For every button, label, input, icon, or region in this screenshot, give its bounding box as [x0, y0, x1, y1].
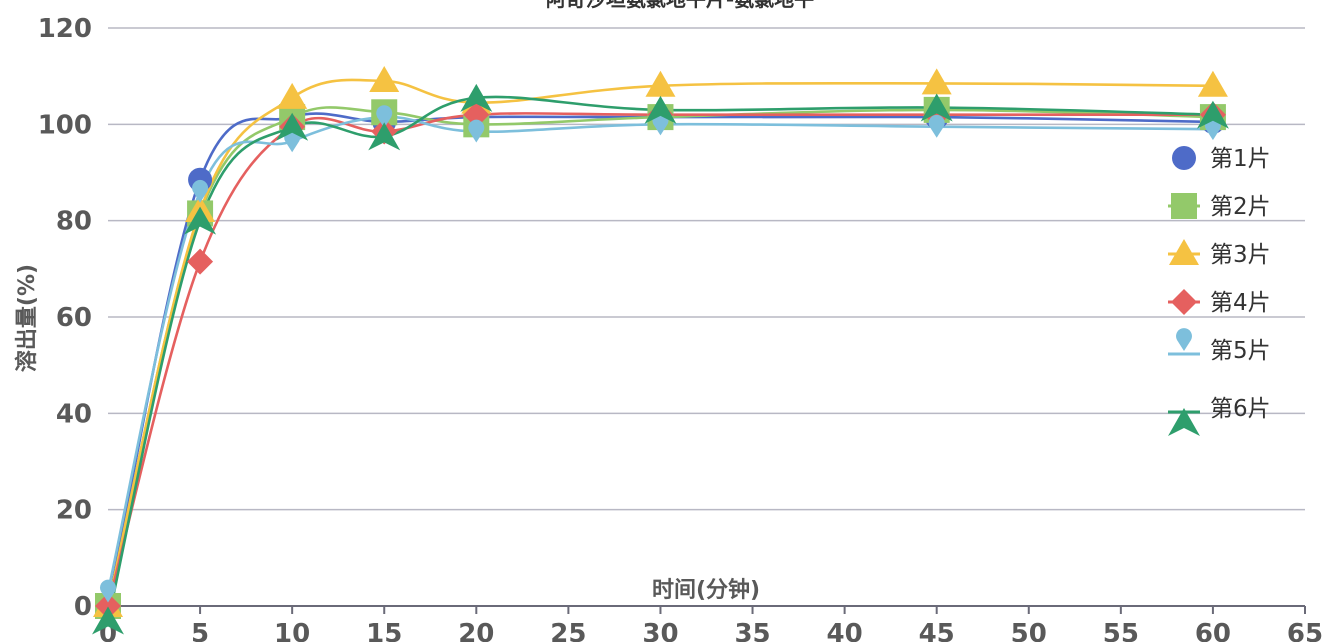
- x-tick-label-3: 15: [366, 619, 402, 642]
- data-point-s5-4: [468, 119, 485, 143]
- data-point-s3-7: [1197, 70, 1228, 97]
- x-tick-label-8: 40: [827, 619, 863, 642]
- data-point-s6-0: [92, 606, 124, 635]
- data-point-s3-6: [921, 68, 952, 95]
- x-tick-label-4: 20: [458, 619, 494, 642]
- data-point-s6-2: [276, 112, 309, 141]
- y-tick-label-5: 100: [38, 110, 92, 140]
- data-point-s5-3: [376, 105, 393, 129]
- series-line-6: [106, 95, 1213, 621]
- legend-label-1: 第1片: [1210, 146, 1271, 172]
- x-tick-label-10: 50: [1011, 619, 1047, 642]
- y-axis-label: 溶出量(%): [14, 264, 40, 372]
- series-lines: [106, 78, 1213, 621]
- y-tick-label-2: 40: [56, 399, 92, 429]
- y-tick-label-0: 0: [74, 592, 92, 622]
- x-tick-label-1: 5: [191, 619, 209, 642]
- data-point-s6-5: [644, 95, 677, 124]
- y-axis-ticks: 0 20 40 60 80 100 120: [38, 14, 92, 622]
- data-point-s5-5: [652, 112, 669, 136]
- data-point-s4-4: [463, 101, 490, 128]
- x-tick-label-7: 35: [734, 619, 770, 642]
- data-point-s3-5: [645, 70, 676, 97]
- y-tick-label-1: 20: [56, 496, 92, 526]
- y-tick-label-4: 80: [56, 207, 92, 237]
- legend-label-6: 第6片: [1210, 396, 1271, 422]
- series-line-5: [106, 115, 1213, 592]
- legend-marker-2: [1171, 193, 1197, 219]
- legend-marker-4: [1171, 289, 1197, 315]
- x-axis-ticks: 0 5 10 15 20 25 30 35 40 45 50 55 60 65: [99, 606, 1323, 642]
- series-line-1: [106, 112, 1213, 607]
- series-line-4: [106, 112, 1213, 607]
- x-tick-label-13: 65: [1287, 619, 1323, 642]
- series-markers: [92, 65, 1229, 635]
- legend-marker-5: [1176, 328, 1192, 351]
- series-line-2: [106, 106, 1213, 607]
- data-point-s4-1: [187, 248, 214, 275]
- x-tick-label-5: 25: [550, 619, 586, 642]
- data-point-s5-1: [192, 179, 209, 203]
- x-tick-label-6: 30: [642, 619, 678, 642]
- series-line-3: [106, 78, 1213, 607]
- x-tick-label-9: 45: [919, 619, 955, 642]
- legend-label-4: 第4片: [1210, 290, 1271, 316]
- data-point-s5-0: [100, 579, 116, 603]
- legend-label-5: 第5片: [1210, 338, 1271, 364]
- chart-title: 阿奇沙坦氨氯地平片-氨氯地平: [546, 0, 814, 11]
- x-tick-label-12: 60: [1195, 619, 1231, 642]
- legend-label-2: 第2片: [1210, 194, 1271, 220]
- data-point-s4-0: [95, 593, 121, 619]
- data-point-s5-2: [284, 129, 301, 153]
- data-point-s5-7: [1204, 117, 1221, 141]
- data-point-s6-4: [460, 83, 493, 112]
- data-point-s5-6: [928, 114, 945, 138]
- data-point-s6-7: [1196, 100, 1229, 129]
- x-tick-label-2: 10: [274, 619, 310, 642]
- y-tick-label-6: 120: [38, 14, 92, 44]
- data-point-s3-2: [277, 82, 308, 109]
- y-tick-label-3: 60: [56, 303, 92, 333]
- data-point-s3-3: [369, 65, 400, 92]
- data-point-s6-3: [368, 122, 401, 151]
- legend-label-3: 第3片: [1210, 242, 1271, 268]
- legend-marker-6: [1168, 408, 1200, 436]
- legend-marker-3: [1169, 239, 1199, 265]
- x-tick-label-11: 55: [1103, 619, 1139, 642]
- data-point-s6-1: [184, 206, 217, 235]
- legend-marker-1: [1172, 146, 1196, 170]
- data-point-s6-6: [920, 93, 953, 122]
- x-axis-label: 时间(分钟): [652, 577, 760, 603]
